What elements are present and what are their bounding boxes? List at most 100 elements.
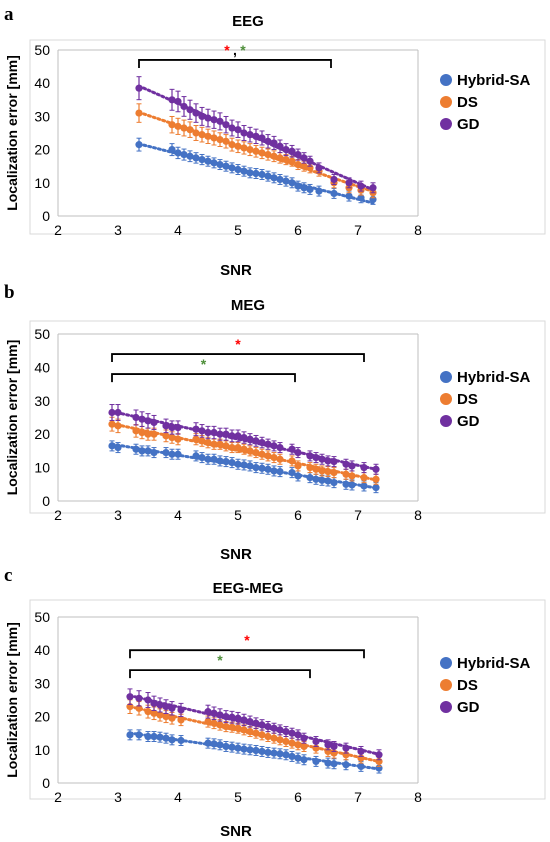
significance-mark: * (244, 632, 250, 648)
x-tick-label: 7 (354, 222, 362, 238)
data-point-gd (126, 693, 134, 701)
data-point-ds (144, 430, 152, 438)
data-point-hybrid-sa (135, 731, 143, 739)
data-point-hybrid-sa (228, 164, 236, 172)
data-point-ds (210, 134, 218, 142)
data-point-gd (216, 711, 224, 719)
y-tick-label: 20 (34, 426, 50, 442)
data-point-ds (180, 124, 188, 132)
x-tick-label: 5 (234, 222, 242, 238)
data-point-ds (288, 739, 296, 747)
data-point-hybrid-sa (192, 452, 200, 460)
data-point-gd (168, 423, 176, 432)
significance-mark: * (217, 652, 223, 668)
data-point-hybrid-sa (168, 146, 176, 154)
data-point-hybrid-sa (192, 154, 200, 162)
y-tick-label: 30 (34, 393, 50, 409)
data-point-hybrid-sa (315, 187, 323, 195)
data-point-ds (234, 142, 242, 150)
y-tick-label: 30 (34, 108, 50, 124)
y-tick-label: 0 (42, 208, 50, 224)
data-point-hybrid-sa (132, 445, 140, 453)
data-point-hybrid-sa (114, 443, 122, 452)
data-point-ds (240, 726, 248, 734)
data-point-gd (252, 719, 260, 727)
data-point-gd (369, 184, 377, 192)
data-point-gd (264, 722, 272, 731)
data-point-gd (204, 428, 212, 437)
significance-mark: * (201, 356, 207, 372)
x-tick-label: 2 (54, 222, 62, 238)
chart-title: MEG (231, 297, 265, 314)
data-point-ds (108, 420, 116, 428)
data-point-ds (282, 155, 290, 164)
legend-label-hybrid-sa: Hybrid-SA (457, 369, 531, 386)
data-point-hybrid-sa (357, 194, 365, 202)
data-point-hybrid-sa (135, 141, 143, 149)
data-point-hybrid-sa (216, 457, 224, 465)
data-point-hybrid-sa (174, 450, 182, 458)
data-point-hybrid-sa (372, 484, 380, 492)
y-tick-label: 50 (34, 609, 50, 625)
data-point-gd (324, 741, 332, 749)
data-point-ds (258, 149, 266, 157)
data-point-hybrid-sa (222, 162, 230, 170)
data-point-ds (156, 711, 164, 719)
data-point-gd (174, 423, 182, 432)
data-point-gd (144, 417, 152, 425)
legend-label-gd: GD (457, 116, 480, 133)
data-point-hybrid-sa (144, 447, 152, 455)
data-point-ds (174, 435, 182, 443)
data-point-hybrid-sa (312, 757, 320, 766)
x-axis-label: SNR (220, 262, 252, 279)
y-tick-label: 40 (34, 75, 50, 91)
data-point-hybrid-sa (324, 477, 332, 485)
data-point-hybrid-sa (240, 167, 248, 175)
data-point-ds (234, 443, 242, 452)
panel-letter: b (4, 282, 15, 303)
data-point-ds (192, 435, 200, 443)
data-point-gd (246, 717, 254, 726)
x-tick-label: 2 (54, 789, 62, 805)
x-tick-label: 4 (174, 507, 182, 523)
x-tick-label: 4 (174, 789, 182, 805)
data-point-hybrid-sa (264, 465, 272, 473)
data-point-ds (198, 437, 206, 445)
data-point-hybrid-sa (177, 736, 185, 745)
data-point-hybrid-sa (138, 447, 146, 455)
data-point-hybrid-sa (108, 442, 116, 450)
data-point-ds (186, 126, 194, 134)
data-point-gd (252, 132, 260, 140)
data-point-hybrid-sa (342, 480, 350, 488)
data-point-hybrid-sa (252, 746, 260, 755)
data-point-gd (345, 179, 353, 187)
data-point-gd (177, 706, 185, 714)
data-point-ds (288, 157, 296, 165)
data-point-ds (162, 432, 170, 440)
y-tick-label: 20 (34, 142, 50, 158)
x-tick-label: 7 (354, 789, 362, 805)
data-point-ds (228, 723, 236, 731)
legend-label-gd: GD (457, 699, 480, 716)
data-point-ds (210, 440, 218, 448)
data-point-hybrid-sa (126, 731, 134, 739)
data-point-hybrid-sa (282, 751, 290, 759)
data-point-hybrid-sa (150, 732, 158, 741)
x-tick-label: 6 (294, 789, 302, 805)
data-point-gd (372, 465, 380, 473)
data-point-hybrid-sa (330, 760, 338, 768)
data-point-ds (252, 729, 260, 737)
data-point-gd (216, 117, 224, 125)
data-point-ds (258, 731, 266, 739)
data-point-hybrid-sa (240, 745, 248, 753)
legend-label-hybrid-sa: Hybrid-SA (457, 655, 531, 672)
data-point-gd (258, 438, 266, 447)
data-point-gd (357, 182, 365, 190)
data-point-ds (132, 427, 140, 435)
data-point-ds (282, 737, 290, 746)
data-point-gd (168, 704, 176, 712)
x-tick-label: 8 (414, 789, 422, 805)
significance-bracket (111, 373, 296, 383)
data-point-gd (288, 147, 296, 155)
